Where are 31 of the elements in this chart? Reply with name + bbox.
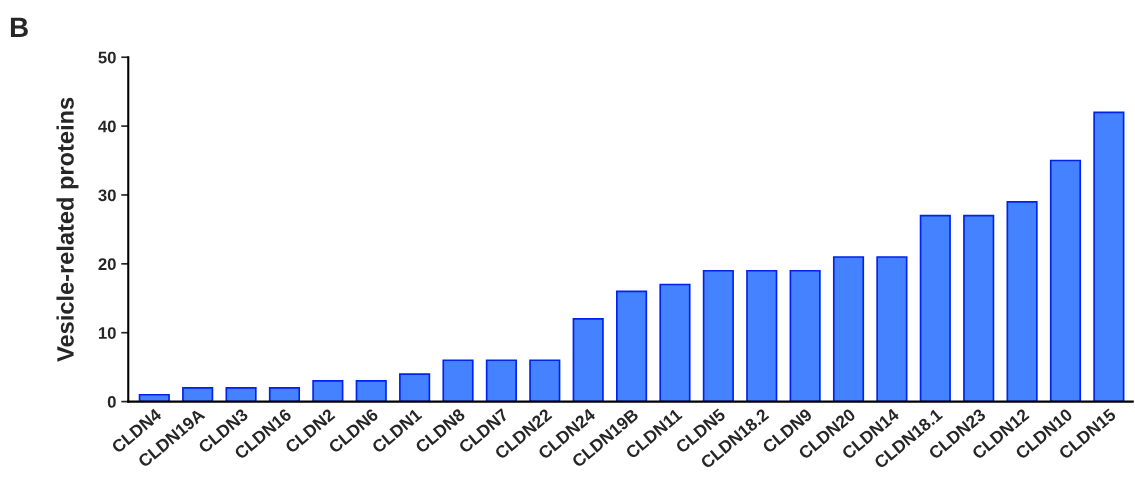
text: B — [10, 17, 28, 37]
bar — [702, 269, 734, 402]
bar — [876, 256, 908, 402]
bar — [485, 359, 517, 402]
y-tick-label: 20 — [98, 258, 116, 271]
bar — [1093, 111, 1125, 402]
bar — [832, 256, 865, 402]
bar — [919, 214, 951, 402]
bar — [572, 318, 604, 402]
y-axis-title: Vesicle-related proteins — [56, 97, 79, 362]
y-tick-label: 0 — [107, 396, 116, 408]
bar — [399, 373, 431, 402]
bar — [225, 386, 257, 402]
bar — [746, 269, 778, 402]
bar — [963, 214, 995, 402]
y-tick-label: 50 — [98, 51, 116, 64]
y-tick-label: 10 — [98, 327, 116, 339]
bar — [659, 283, 691, 402]
bar — [138, 393, 170, 402]
bar — [1006, 201, 1038, 402]
y-tick-label: 40 — [98, 120, 116, 133]
bar — [789, 269, 821, 402]
bar — [182, 386, 214, 402]
bar — [529, 359, 561, 402]
bar — [1049, 159, 1082, 402]
bar — [355, 380, 387, 402]
bar — [312, 380, 344, 402]
bar — [615, 290, 648, 402]
bar — [268, 386, 301, 402]
y-tick-label: 30 — [98, 189, 116, 202]
bar — [442, 359, 474, 402]
